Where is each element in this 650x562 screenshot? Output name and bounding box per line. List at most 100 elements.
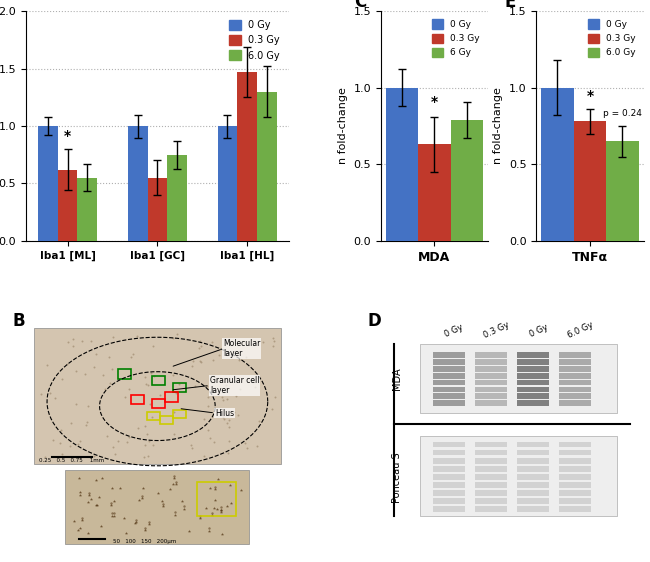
Point [99,384,110,393]
Bar [560,458,591,464]
Text: MDA: MDA [392,367,402,390]
Point [155,391,166,400]
Bar [560,498,591,504]
Bar [434,482,465,488]
Point [147,413,157,422]
Bar [434,359,465,365]
Bar [517,482,549,488]
Text: 0 Gy: 0 Gy [528,322,549,338]
Point [268,334,279,343]
Point [45,389,55,398]
Bar [257,92,277,241]
Bar [560,393,591,399]
Point [143,380,153,389]
Bar [34,328,281,464]
Point [268,341,278,350]
Point [235,339,246,348]
Point [62,360,72,369]
Point [132,332,142,341]
Point [140,373,150,382]
Point [149,371,159,380]
Point [66,419,76,428]
Point [216,505,226,514]
Point [209,484,220,493]
Bar [173,410,187,418]
Point [65,441,75,450]
Bar [434,387,465,392]
Point [36,389,46,398]
Point [40,452,50,461]
Point [186,441,196,450]
Point [203,526,214,535]
Bar [475,393,507,399]
Bar [475,498,507,504]
Point [84,488,94,497]
Point [199,414,209,423]
Bar [434,506,465,512]
Point [174,379,185,388]
Bar [147,412,160,420]
Bar [560,373,591,379]
Point [223,449,233,458]
Point [83,401,93,410]
Point [102,432,112,441]
Text: C: C [354,0,366,11]
Point [127,350,138,359]
Point [56,425,66,434]
Point [141,380,151,389]
Point [205,483,215,492]
Point [42,360,52,369]
Point [144,518,155,527]
Bar [517,466,549,472]
Bar [148,178,167,241]
Point [203,425,214,434]
Point [221,380,231,389]
Point [83,498,93,507]
Point [252,441,263,450]
Point [72,399,82,408]
Bar [434,490,465,496]
Text: p = 0.24: p = 0.24 [603,110,642,119]
Point [168,371,178,380]
Bar [167,155,187,241]
Point [98,371,109,380]
Point [83,418,93,427]
Point [120,392,130,401]
Point [170,477,181,486]
Point [187,444,197,453]
Text: Hilus: Hilus [215,409,234,418]
Point [77,337,87,346]
Point [270,392,280,401]
Bar [475,373,507,379]
Point [145,400,155,409]
Point [231,391,241,400]
Point [196,342,206,351]
Point [202,381,213,390]
Bar [434,450,465,455]
Point [168,474,179,483]
Bar [517,498,549,504]
Point [73,439,83,448]
Point [144,520,155,529]
Bar [606,141,638,241]
Text: 50   100   150   200μm: 50 100 150 200μm [112,539,176,543]
Point [172,329,182,338]
Bar [475,366,507,371]
Point [112,437,123,446]
Point [139,526,150,535]
Point [105,379,115,388]
Point [217,393,228,402]
Point [62,337,73,346]
Point [73,526,83,535]
Point [224,436,235,445]
Point [209,504,219,513]
Point [209,482,220,491]
Point [107,483,117,492]
Text: 0.3 Gy: 0.3 Gy [482,320,511,340]
Bar [560,400,591,406]
Point [225,481,235,490]
Bar [517,400,549,406]
Point [75,488,86,497]
Point [109,511,119,520]
Bar [475,450,507,455]
